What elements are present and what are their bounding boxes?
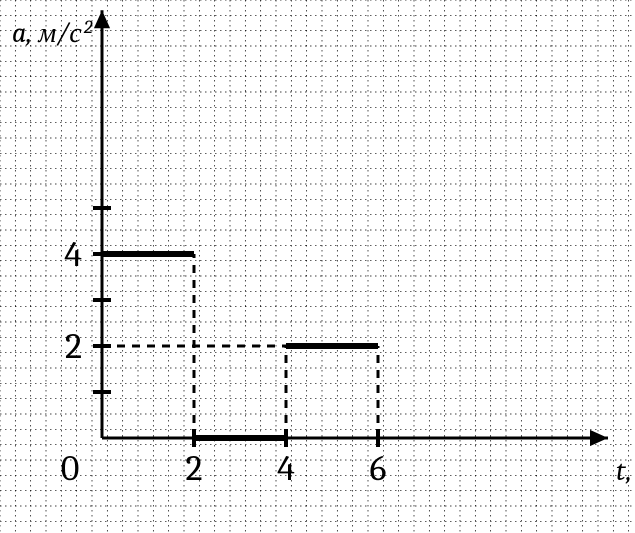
y-axis-arrow-icon (94, 10, 110, 28)
grid (0, 0, 635, 533)
origin-label: 0 (61, 448, 80, 489)
x-axis-label: t, с (616, 455, 635, 487)
axes (93, 10, 608, 447)
y-axis-label: a, м/с2 (12, 16, 93, 49)
y-tick-label: 4 (64, 234, 82, 275)
y-tick-label: 2 (65, 326, 82, 367)
x-tick-label: 4 (277, 448, 295, 489)
acceleration-vs-time-chart: 2 4 6 2 4 0 a, м/с2 t, с (0, 0, 635, 533)
x-tick-label: 6 (370, 448, 387, 489)
chart-container: 2 4 6 2 4 0 a, м/с2 t, с (0, 0, 635, 533)
x-tick-label: 2 (186, 448, 203, 489)
x-axis-arrow-icon (590, 430, 608, 446)
